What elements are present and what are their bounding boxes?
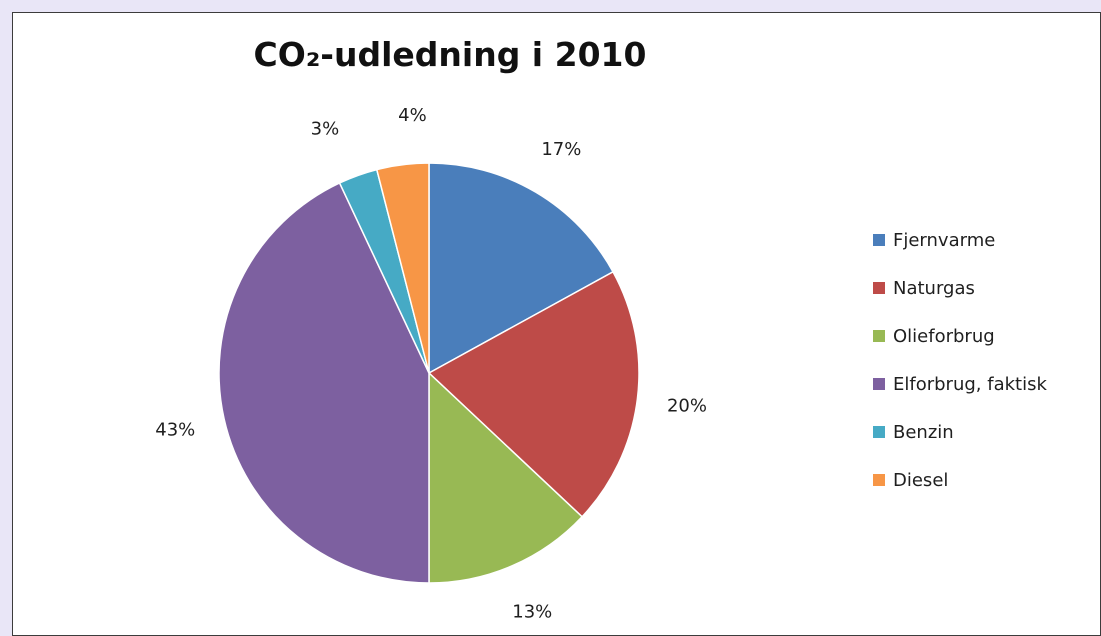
pie-slice-diesel (375, 162, 430, 374)
legend-label: Naturgas (893, 277, 975, 299)
legend-item-diesel: Diesel (873, 468, 1047, 492)
chart-title: CO₂-udledning i 2010 (253, 35, 647, 74)
pie-slice-fjernvarme (428, 162, 615, 375)
legend-swatch (873, 474, 885, 486)
legend-item-fjernvarme: Fjernvarme (873, 228, 1047, 252)
data-label-olieforbrug: 13% (512, 602, 552, 623)
pie-slice-elforbrug-faktisk (218, 181, 430, 584)
legend-item-benzin: Benzin (873, 420, 1047, 444)
legend-swatch (873, 426, 885, 438)
data-label-benzin: 3% (311, 118, 340, 139)
chart-legend: Fjernvarme Naturgas Olieforbrug Elforbrug, … (873, 228, 1047, 516)
pie-data-labels: 17% 20% 13% 43% 3% 4% (155, 105, 707, 623)
data-label-diesel: 4% (398, 105, 427, 126)
pie-slice-olieforbrug (428, 371, 584, 584)
pie-chart: 17% 20% 13% 43% 3% 4% (155, 105, 707, 623)
legend-label: Fjernvarme (893, 229, 996, 251)
legend-item-elforbrug-faktisk: Elforbrug, faktisk (873, 372, 1047, 396)
legend-item-olieforbrug: Olieforbrug (873, 324, 1047, 348)
legend-label: Diesel (893, 469, 949, 491)
legend-label: Olieforbrug (893, 325, 995, 347)
data-label-naturgas: 20% (667, 396, 707, 417)
legend-item-naturgas: Naturgas (873, 276, 1047, 300)
pie-slice-naturgas (427, 270, 640, 518)
legend-label: Elforbrug, faktisk (893, 373, 1047, 395)
pie-slices (218, 162, 640, 584)
legend-swatch (873, 282, 885, 294)
legend-swatch (873, 234, 885, 246)
legend-swatch (873, 330, 885, 342)
legend-label: Benzin (893, 421, 954, 443)
chart-area: CO₂-udledning i 2010 17% 20% 13% 43% 3% 4% Fj… (12, 12, 1101, 636)
legend-swatch (873, 378, 885, 390)
data-label-elforbrug-faktisk: 43% (155, 420, 195, 441)
data-label-fjernvarme: 17% (541, 139, 581, 160)
